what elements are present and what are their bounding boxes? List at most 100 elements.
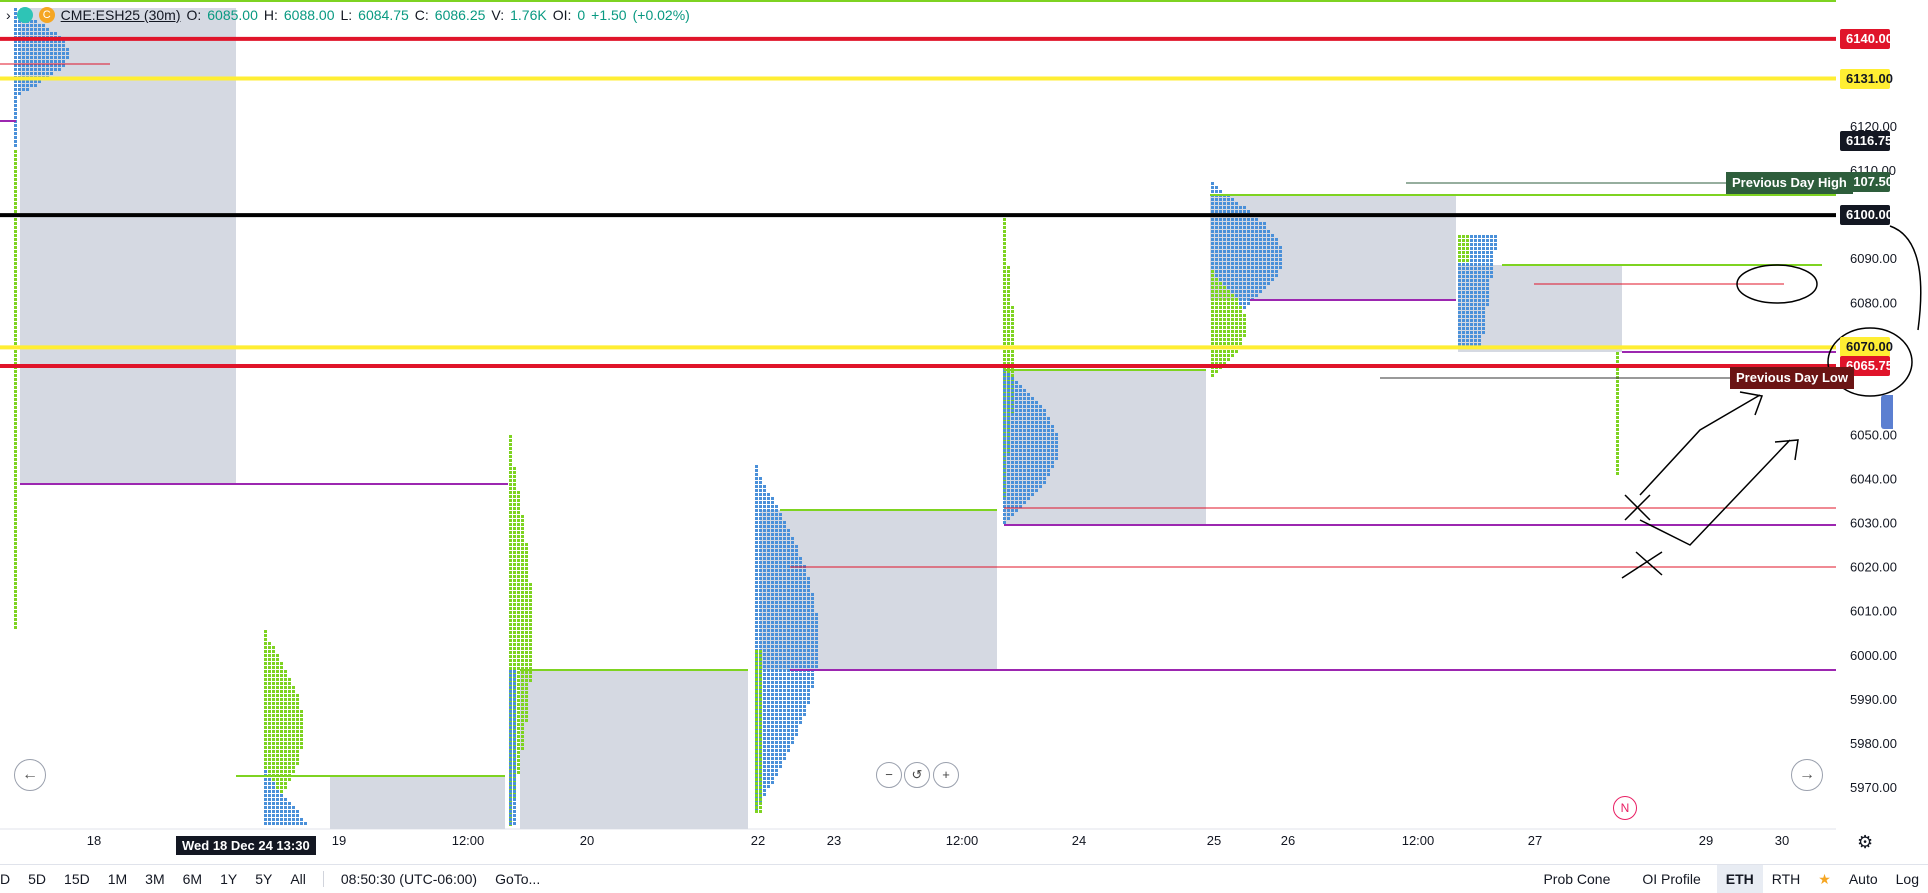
profile-block: [1003, 334, 1006, 337]
zoom-out-button[interactable]: −: [876, 762, 902, 788]
profile-block: [767, 749, 770, 752]
profile-block: [775, 609, 778, 612]
profile-block: [771, 529, 774, 532]
profile-block: [276, 694, 279, 697]
profile-block: [763, 793, 766, 796]
profile-block: [755, 541, 758, 544]
profile-block: [1015, 489, 1018, 492]
profile-block: [763, 501, 766, 504]
range-1m[interactable]: 1M: [107, 871, 128, 887]
goto-button[interactable]: GoTo...: [495, 871, 541, 887]
scroll-left-button[interactable]: ←: [14, 759, 46, 791]
profile-block: [517, 555, 520, 558]
profile-block: [22, 80, 25, 83]
profile-block: [521, 607, 524, 610]
profile-block: [787, 697, 790, 700]
profile-block: [288, 818, 291, 821]
profile-block: [1215, 222, 1218, 225]
profile-block: [771, 589, 774, 592]
profile-block: [296, 694, 299, 697]
zoom-in-button[interactable]: +: [933, 762, 959, 788]
profile-block: [795, 637, 798, 640]
profile-block: [775, 505, 778, 508]
profile-block: [779, 753, 782, 756]
profile-block: [1239, 270, 1242, 273]
profile-block: [1478, 331, 1481, 334]
profile-block: [771, 673, 774, 676]
profile-block: [1003, 521, 1006, 524]
range-15d[interactable]: 15D: [64, 871, 90, 887]
profile-block: [292, 746, 295, 749]
profile-block: [1235, 294, 1238, 297]
log-button[interactable]: Log: [1895, 871, 1919, 887]
profile-block: [1039, 441, 1042, 444]
clock[interactable]: 08:50:30 (UTC-06:00): [340, 871, 478, 887]
profile-block: [799, 617, 802, 620]
scroll-right-button[interactable]: →: [1791, 759, 1823, 791]
news-badge[interactable]: N: [1613, 796, 1637, 820]
range-all[interactable]: All: [290, 871, 306, 887]
profile-block: [795, 581, 798, 584]
gear-icon[interactable]: ⚙: [1857, 832, 1874, 852]
side-panel-tab[interactable]: [1881, 395, 1893, 429]
profile-block: [775, 761, 778, 764]
profile-block: [1003, 489, 1006, 492]
profile-block: [763, 605, 766, 608]
profile-block: [272, 802, 275, 805]
profile-block: [803, 709, 806, 712]
profile-block: [66, 48, 69, 51]
profile-block: [521, 635, 524, 638]
profile-block: [22, 24, 25, 27]
range-3m[interactable]: 3M: [145, 871, 165, 887]
oi-profile-button[interactable]: OI Profile: [1642, 871, 1701, 887]
range-1y[interactable]: 1Y: [220, 871, 238, 887]
rth-button[interactable]: RTH: [1771, 871, 1801, 887]
profile-block: [1482, 331, 1485, 334]
profile-block: [1003, 469, 1006, 472]
profile-block: [799, 629, 802, 632]
profile-block: [755, 682, 758, 685]
profile-block: [795, 665, 798, 668]
profile-block: [767, 769, 770, 772]
profile-block: [799, 605, 802, 608]
profile-block: [1023, 413, 1026, 416]
range-5y[interactable]: 5Y: [255, 871, 273, 887]
profile-block: [1219, 338, 1222, 341]
profile-block: [759, 553, 762, 556]
profile-block: [1039, 445, 1042, 448]
profile-block: [1235, 254, 1238, 257]
symbol-label[interactable]: CME:ESH25 (30m): [60, 7, 181, 23]
profile-block: [14, 570, 17, 573]
profile-block: [1231, 270, 1234, 273]
profile-block: [803, 577, 806, 580]
profile-block: [14, 530, 17, 533]
profile-block: [272, 762, 275, 765]
profile-block: [799, 697, 802, 700]
reset-zoom-button[interactable]: ↺: [904, 762, 930, 788]
profile-block: [1486, 291, 1489, 294]
range-5d[interactable]: 5D: [28, 871, 47, 887]
auto-button[interactable]: Auto: [1848, 871, 1878, 887]
profile-block: [26, 24, 29, 27]
profile-block: [1251, 294, 1254, 297]
star-icon[interactable]: ★: [1818, 870, 1831, 887]
range-6m[interactable]: 6M: [182, 871, 203, 887]
profile-block: [791, 597, 794, 600]
menu-arrow-icon[interactable]: ›: [6, 7, 11, 23]
profile-block: [1231, 210, 1234, 213]
profile-block: [767, 521, 770, 524]
profile-block: [50, 32, 53, 35]
eth-button[interactable]: ETH: [1716, 865, 1763, 893]
range-partial[interactable]: D: [0, 871, 11, 887]
profile-block: [280, 714, 283, 717]
profile-block: [14, 450, 17, 453]
profile-block: [284, 698, 287, 701]
profile-block: [517, 507, 520, 510]
profile-block: [767, 689, 770, 692]
profile-block: [1227, 230, 1230, 233]
profile-block: [1470, 259, 1473, 262]
profile-block: [807, 641, 810, 644]
prob-cone-button[interactable]: Prob Cone: [1543, 871, 1611, 887]
chart-canvas[interactable]: 6120.006110.006090.006080.006050.006040.…: [0, 0, 1928, 864]
profile-block: [763, 497, 766, 500]
